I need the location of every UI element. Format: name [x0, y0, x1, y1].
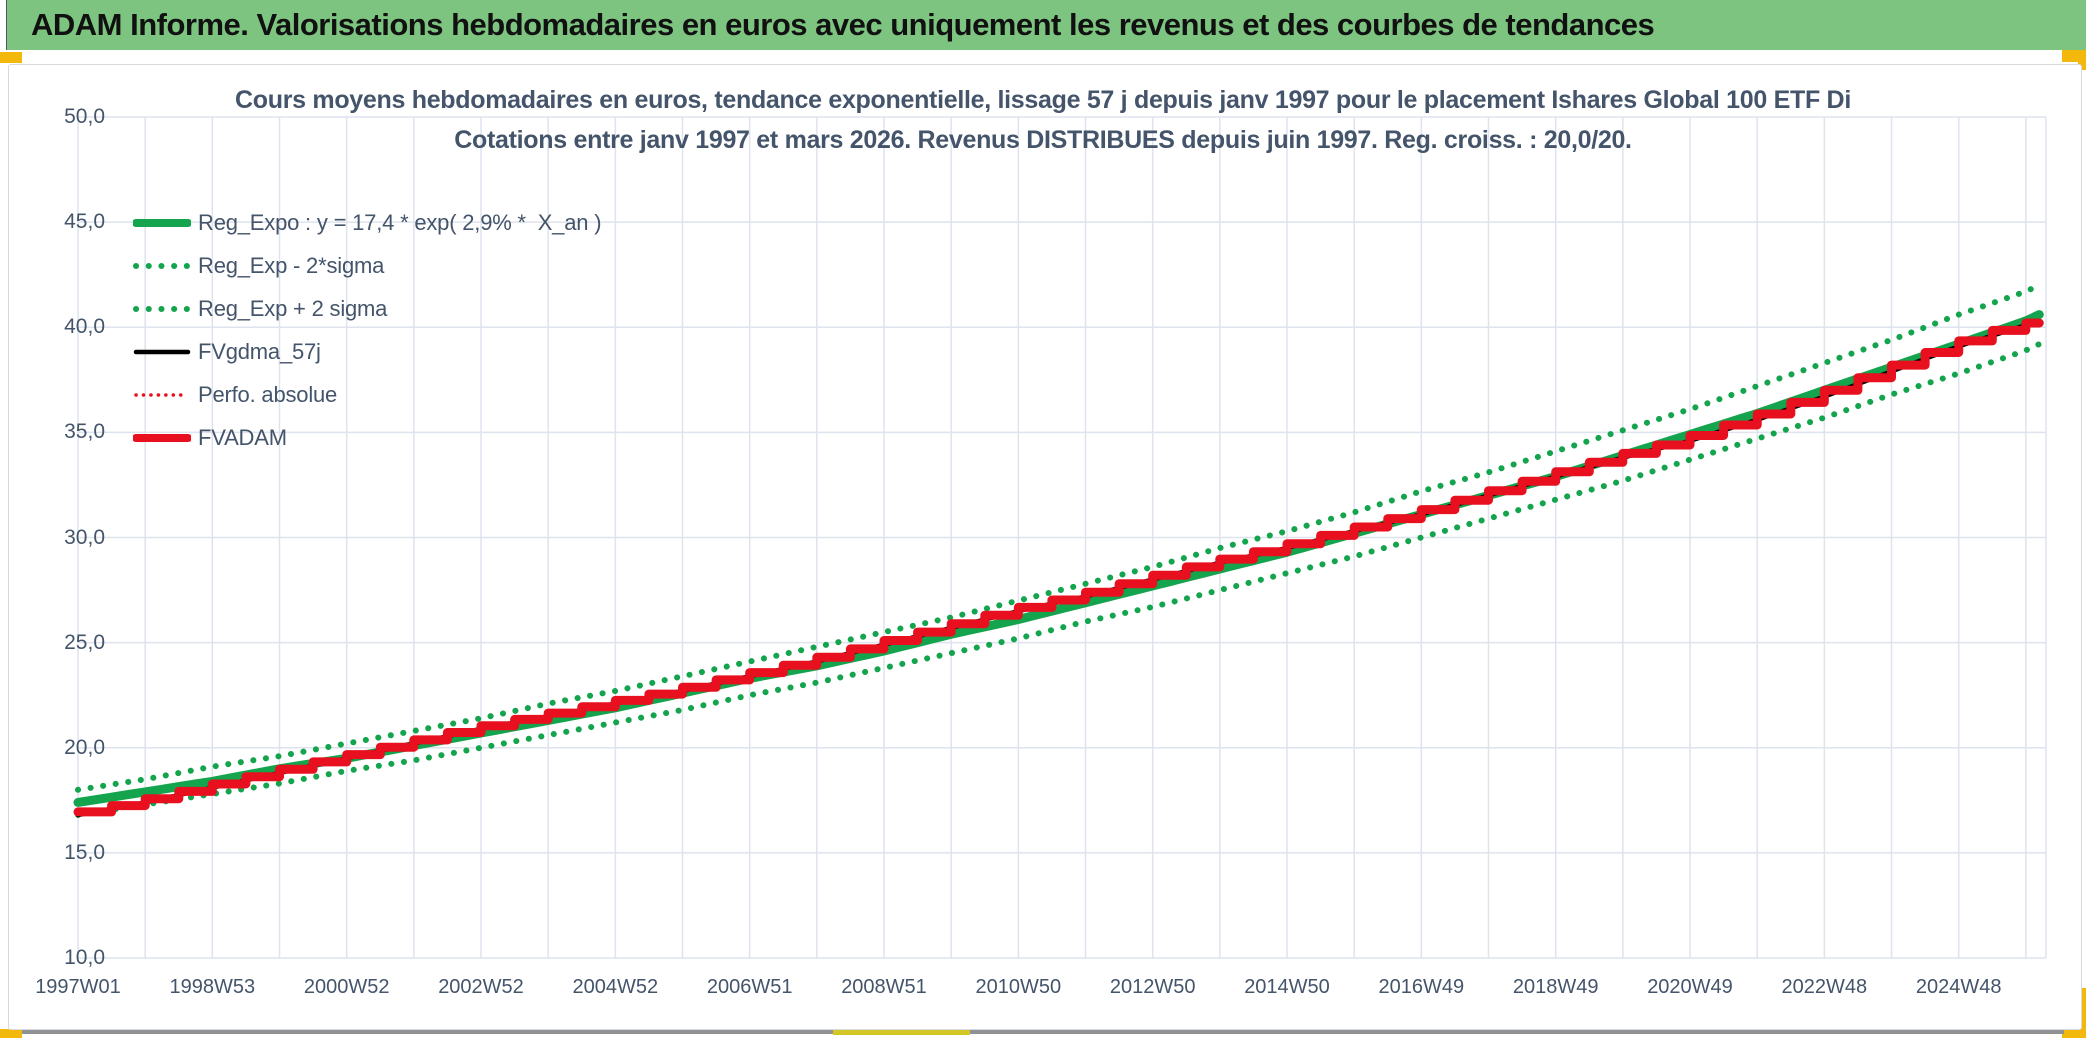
- y-tick-label: 40,0: [64, 315, 105, 339]
- bottom-window-edge: [22, 1030, 2064, 1034]
- legend-swatch-solid: [133, 433, 191, 442]
- x-tick-label: 2010W50: [975, 976, 1062, 998]
- legend-item-fvadam[interactable]: FVADAM: [133, 416, 601, 459]
- x-tick-label: 1997W01: [35, 976, 121, 998]
- legend-item-reg_expo[interactable]: Reg_Expo : y = 17,4 * exp( 2,9% * X_an ): [133, 201, 602, 244]
- y-tick-label: 45,0: [64, 210, 105, 234]
- x-tick-label: 2008W51: [841, 976, 927, 998]
- legend-label: Reg_Exp - 2*sigma: [198, 252, 385, 278]
- olive-segment-bottom: [833, 1029, 970, 1035]
- x-tick-label: 2006W51: [706, 976, 793, 998]
- legend-label: FVgdma_57j: [198, 338, 321, 364]
- y-tick-label: 50,0: [64, 105, 105, 128]
- chart-subtitle: Cotations entre janv 1997 et mars 2026. …: [454, 126, 1632, 154]
- legend-label: Perfo. absolue: [198, 381, 338, 407]
- legend-item-perfo_absolue[interactable]: Perfo. absolue: [133, 373, 601, 416]
- gold-marker-bottom-left: [0, 1029, 22, 1038]
- x-tick-label: 2016W49: [1378, 976, 1465, 998]
- legend-swatch-solid: [133, 218, 191, 227]
- series-fvadam: [73, 318, 2044, 817]
- y-tick-label: 25,0: [64, 630, 105, 654]
- y-tick-label: 20,0: [64, 735, 105, 759]
- header-bar: ADAM Informe. Valorisations hebdomadaire…: [6, 0, 2086, 50]
- x-tick-label: 2020W49: [1647, 976, 1733, 998]
- x-tick-label: 2000W52: [303, 976, 390, 998]
- x-tick-label: 2024W48: [1915, 976, 2002, 998]
- series-reg_plus2sigma: [75, 282, 2043, 793]
- gold-marker-bottom-right: [2062, 1028, 2086, 1038]
- y-tick-label: 35,0: [64, 420, 105, 444]
- legend-item-reg_minus2sigma[interactable]: Reg_Exp - 2*sigma: [133, 244, 601, 287]
- x-tick-label: 2014W50: [1244, 976, 1330, 998]
- x-tick-label: 2002W52: [438, 976, 524, 998]
- header-title: ADAM Informe. Valorisations hebdomadaire…: [31, 7, 1655, 42]
- gold-marker-top-right-hook: [2078, 50, 2086, 70]
- gold-marker-top-left: [0, 52, 22, 63]
- legend-item-fvgdma_57j[interactable]: FVgdma_57j: [133, 330, 601, 373]
- chart-title: Cours moyens hebdomadaires en euros, ten…: [235, 86, 1851, 114]
- legend-label: Reg_Expo : y = 17,4 * exp( 2,9% * X_an ): [198, 209, 602, 235]
- series-reg_minus2sigma: [75, 341, 2043, 818]
- x-tick-label: 2018W49: [1512, 976, 1599, 998]
- gold-strip-right-edge: [2082, 988, 2086, 1038]
- legend-swatch-dotted: [133, 305, 191, 312]
- chart-legend: Reg_Expo : y = 17,4 * exp( 2,9% * X_an )…: [133, 201, 602, 459]
- chart-frame[interactable]: [8, 64, 2082, 1030]
- x-tick-label: 2012W50: [1109, 976, 1196, 998]
- x-tick-label: 1998W53: [169, 976, 256, 998]
- y-tick-label: 15,0: [64, 840, 105, 864]
- legend-swatch-dotted: [134, 392, 190, 397]
- legend-item-reg_plus2sigma[interactable]: Reg_Exp + 2 sigma: [133, 287, 601, 330]
- legend-label: Reg_Exp + 2 sigma: [198, 295, 388, 321]
- legend-label: FVADAM: [198, 424, 287, 450]
- y-tick-label: 30,0: [64, 525, 105, 549]
- legend-swatch-solid: [133, 349, 191, 354]
- x-tick-label: 2022W48: [1781, 976, 1868, 998]
- legend-swatch-dotted: [133, 262, 191, 269]
- y-tick-label: 10,0: [64, 946, 105, 969]
- x-tick-label: 2004W52: [572, 976, 659, 998]
